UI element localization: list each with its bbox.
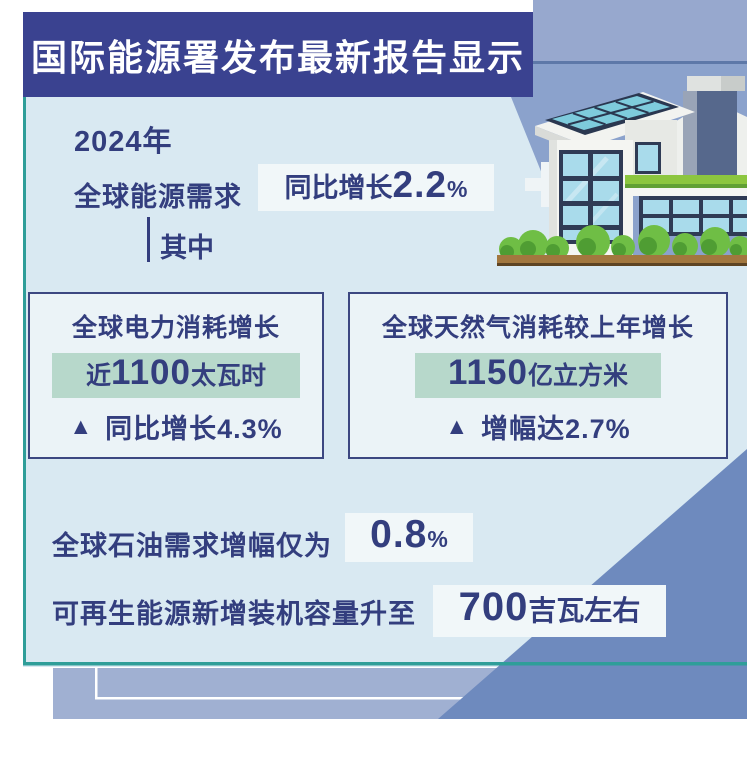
ground [497, 255, 747, 266]
gas-growth-row: ▲ 增幅达2.7% [445, 407, 630, 446]
among-label: 其中 [160, 233, 214, 263]
demand-growth-prefix: 同比增长 [284, 173, 393, 203]
header-banner: 国际能源署发布最新报告显示 [23, 12, 533, 97]
demand-growth-value: 2.2 [392, 164, 447, 205]
gas-stat-box: 全球天然气消耗较上年增长 1150 亿立方米 ▲ 增幅达2.7% [348, 292, 728, 459]
electricity-value-prefix: 近 [86, 362, 112, 390]
up-triangle-icon: ▲ [445, 413, 469, 439]
chimney [683, 76, 745, 175]
gas-title: 全球天然气消耗较上年增长 [381, 314, 694, 342]
demand-label: 全球能源需求 [74, 182, 242, 212]
oil-value: 0.8 [370, 513, 428, 556]
electricity-value-badge: 近 1100 太瓦时 [52, 353, 300, 398]
connector-line [147, 217, 150, 262]
renewables-value: 700 [458, 585, 529, 629]
up-triangle-icon: ▲ [69, 413, 93, 439]
year-label: 2024年 [74, 126, 173, 158]
renewables-value-unit: 吉瓦左右 [528, 595, 641, 626]
gas-growth-text: 增幅达2.7% [481, 414, 631, 444]
oil-value-badge: 0.8 % [345, 513, 473, 562]
bushes [499, 225, 747, 261]
electricity-value-unit: 太瓦时 [190, 362, 266, 390]
page-title: 国际能源署发布最新报告显示 [30, 36, 525, 78]
electricity-growth-text: 同比增长4.3% [105, 414, 283, 444]
demand-growth-unit: % [446, 176, 468, 202]
oil-value-unit: % [427, 526, 448, 552]
electricity-value: 1100 [111, 353, 191, 392]
card-left-border [23, 97, 26, 665]
gas-value-unit: 亿立方米 [527, 362, 628, 390]
renewables-label: 可再生能源新增装机容量升至 [52, 599, 416, 629]
solar-panel [545, 93, 679, 135]
demand-growth-badge: 同比增长 2.2 % [258, 164, 494, 211]
electricity-growth-row: ▲ 同比增长4.3% [69, 407, 282, 446]
renewables-value-badge: 700 吉瓦左右 [433, 585, 666, 637]
electricity-stat-box: 全球电力消耗增长 近 1100 太瓦时 ▲ 同比增长4.3% [28, 292, 324, 459]
small-window [635, 142, 661, 174]
electricity-title: 全球电力消耗增长 [71, 314, 280, 342]
gas-value: 1150 [448, 353, 528, 392]
eco-building-illustration [497, 76, 747, 266]
gas-value-badge: 1150 亿立方米 [415, 353, 661, 398]
diagonal-accent [438, 449, 747, 719]
green-roof-strip [625, 175, 747, 188]
card-bottom-border [23, 662, 747, 666]
oil-label: 全球石油需求增幅仅为 [52, 531, 332, 561]
